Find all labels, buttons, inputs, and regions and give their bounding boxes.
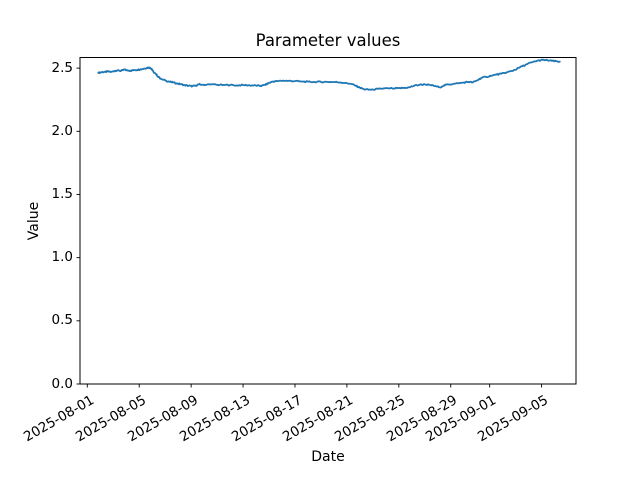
y-tick-label: 1.5	[51, 185, 73, 202]
y-tick-label: 1.0	[51, 249, 73, 266]
data-line	[97, 58, 561, 91]
x-axis-label: Date	[311, 449, 345, 465]
y-tick-label: 0.0	[51, 375, 73, 392]
y-tick-label: 0.5	[51, 312, 73, 329]
axes-frame	[79, 57, 577, 385]
y-tick-label: 2.5	[51, 59, 73, 76]
y-axis-label: Value	[26, 201, 42, 241]
chart-title: Parameter values	[255, 31, 401, 50]
y-tick-label: 2.0	[51, 122, 73, 139]
